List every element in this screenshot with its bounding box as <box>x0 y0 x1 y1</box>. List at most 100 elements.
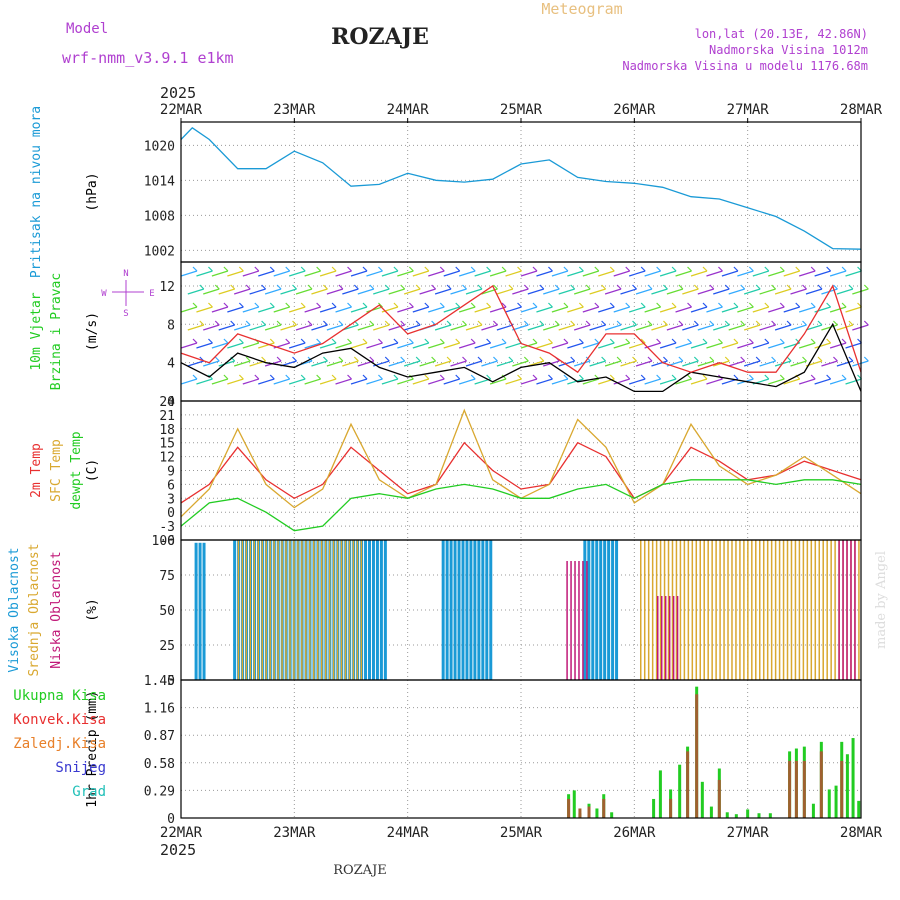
wind-barb-head <box>362 374 368 380</box>
precip-bar <box>717 779 721 818</box>
wind-barb-head <box>307 320 313 326</box>
wind-barb-head <box>771 356 777 362</box>
wind-barb <box>249 288 266 295</box>
wind-barb-head <box>292 320 297 326</box>
wind-barb <box>783 378 800 385</box>
wind-barb <box>675 306 692 313</box>
cloud-bar <box>663 540 666 680</box>
wind-barb <box>520 270 538 277</box>
wind-barb-head <box>223 302 229 308</box>
wind-barb <box>582 342 599 349</box>
cloud-bar <box>687 540 690 680</box>
wind-barb-head <box>292 356 297 362</box>
precip-bar <box>669 798 673 818</box>
wind-barb-head <box>578 302 584 308</box>
wind-barb-head <box>455 374 461 380</box>
wind-barb-head <box>647 356 653 362</box>
wind-barb <box>397 270 414 277</box>
wind-barb <box>690 306 708 313</box>
wind-barb <box>233 288 251 295</box>
wind-barb <box>196 378 213 385</box>
wind-barb <box>536 306 553 313</box>
y-tick-label: 25 <box>159 639 175 654</box>
wind-barb-head <box>764 266 770 272</box>
wind-barb-head <box>338 284 344 290</box>
y-tick-label: 24 <box>159 395 175 410</box>
wind-barb-head <box>230 284 236 290</box>
lonlat-label: lon,lat (20.13E, 42.86N) <box>695 27 868 41</box>
cloud-bar <box>676 596 679 680</box>
wind-barb-head <box>493 356 498 362</box>
wind-barb-head <box>446 356 452 362</box>
cloud-bar <box>671 540 674 680</box>
wind-barb-head <box>254 266 260 272</box>
wind-barb-head <box>400 356 406 362</box>
frame-layer <box>180 118 862 819</box>
wind-barb <box>264 324 282 331</box>
wind-barb-head <box>477 284 483 290</box>
wind-barb <box>536 342 553 349</box>
wind-barb <box>273 270 290 277</box>
wind-barb <box>403 288 421 295</box>
wind-barb <box>768 270 785 277</box>
date-label-bottom: 22MAR <box>160 825 203 841</box>
wind-barb <box>218 324 235 331</box>
wind-barb-head <box>378 374 383 380</box>
wind-barb <box>635 324 653 331</box>
wind-barb-head <box>230 320 236 326</box>
wind-barb <box>311 324 328 331</box>
wind-barb-head <box>810 302 816 308</box>
wind-barb-head <box>331 266 337 272</box>
cloud-bar <box>249 540 252 680</box>
cloud-bar <box>383 540 387 680</box>
wind-barb-head <box>563 302 569 308</box>
wind-barb-head <box>718 302 723 308</box>
wind-barb <box>196 270 213 277</box>
wind-barb <box>381 270 399 277</box>
wind-barb-head <box>347 338 352 344</box>
wind-barb-head <box>570 284 576 290</box>
wind-barb <box>474 306 491 313</box>
wind-barb-head <box>671 302 677 308</box>
cloud-bar <box>332 540 335 680</box>
precip-bar <box>851 738 855 818</box>
date-label-top: 28MAR <box>840 102 883 118</box>
wind-barb <box>768 342 785 349</box>
wind-barb-head <box>223 266 229 272</box>
wind-barb-head <box>841 266 847 272</box>
wind-barb <box>697 360 714 367</box>
wind-barb <box>311 360 328 367</box>
wind-barb-head <box>755 284 761 290</box>
precip-bar <box>845 754 849 818</box>
wind-barb-head <box>786 284 792 290</box>
wind-barb-head <box>384 284 390 290</box>
wind-barb <box>258 342 275 349</box>
wind-barb-head <box>393 266 399 272</box>
wind-barb <box>543 288 560 295</box>
wind-barb-head <box>523 284 529 290</box>
y-tick-label: 1.45 <box>144 674 175 689</box>
wind-barb <box>428 270 445 277</box>
wind-barb-head <box>245 320 251 326</box>
cloud-bar <box>485 540 489 680</box>
cloud-bar <box>301 540 303 680</box>
wind-barb-head <box>826 338 832 344</box>
cloud-bar <box>583 540 587 680</box>
precip-bar <box>840 760 844 818</box>
wind-barb-head <box>208 266 213 272</box>
wind-barb-head <box>223 338 229 344</box>
cloud-bar <box>445 540 449 680</box>
wind-barb-head <box>192 374 198 380</box>
wind-barb-head <box>508 356 514 362</box>
wind-barb <box>450 360 467 367</box>
wind-barb <box>759 360 776 367</box>
cloud-bar <box>719 540 721 680</box>
wind-barb-head <box>578 266 584 272</box>
cloud-bar <box>834 540 836 680</box>
wind-barb <box>852 288 869 295</box>
wind-barb <box>412 270 429 277</box>
cloud-bar <box>659 540 662 680</box>
wind-barb <box>227 342 244 349</box>
wind-barb <box>706 342 723 349</box>
precip-bar <box>811 803 815 818</box>
